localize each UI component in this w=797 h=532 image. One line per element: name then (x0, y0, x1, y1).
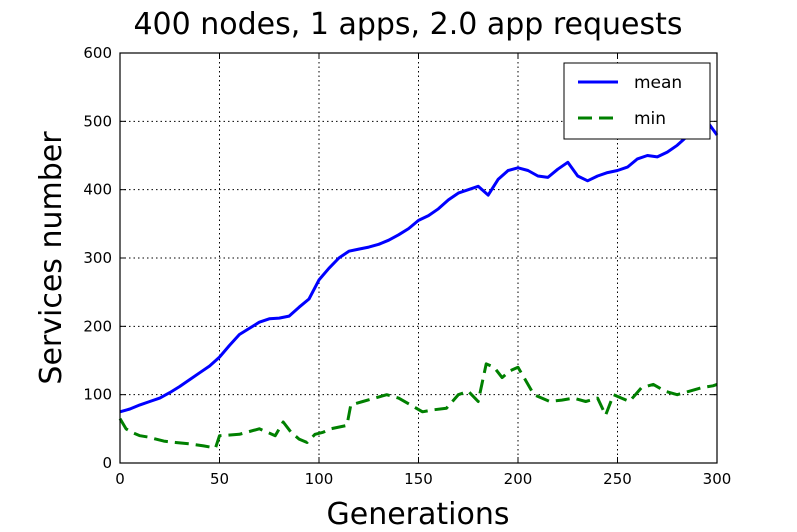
series-mean-line (119, 119, 719, 414)
legend: mean min (563, 62, 711, 140)
x-tick-label: 50 (210, 470, 229, 488)
series-lines (118, 119, 719, 450)
y-tick-label: 500 (83, 112, 112, 130)
y-tick-label: 400 (83, 181, 112, 199)
x-tick-label: 0 (115, 470, 125, 488)
y-tick-label: 100 (83, 386, 112, 404)
series-min-line (118, 362, 718, 450)
y-tick-label: 600 (83, 44, 112, 62)
legend-min-label: min (634, 109, 666, 129)
chart-title: 400 nodes, 1 apps, 2.0 app requests (133, 7, 682, 42)
y-tick-label: 0 (102, 454, 112, 472)
x-tick-label: 200 (504, 470, 533, 488)
x-tick-label: 300 (703, 470, 732, 488)
axis-ticks: 0 50 100 150 200 250 300 0 100 200 300 400 500 600 (83, 44, 731, 488)
x-tick-label: 150 (404, 470, 433, 488)
grid-lines (120, 53, 717, 463)
x-tick-label: 250 (603, 470, 632, 488)
y-tick-label: 300 (83, 249, 112, 267)
y-tick-label: 200 (83, 317, 112, 335)
x-tick-label: 100 (305, 470, 334, 488)
legend-box (563, 62, 711, 140)
legend-mean-label: mean (634, 73, 682, 93)
x-axis-label: Generations (327, 497, 510, 532)
y-axis-label: Services number (34, 131, 69, 385)
